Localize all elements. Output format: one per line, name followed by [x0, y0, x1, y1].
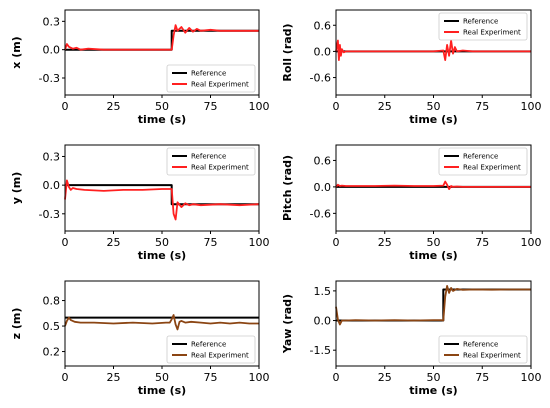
chart-5-legend-label-real-experiment: Real Experiment: [191, 352, 249, 360]
chart-5-x-axis-label: time (s): [138, 384, 186, 397]
chart-4-y-tick-label: -0.6: [310, 207, 331, 220]
chart-2-x-tick-label: 50: [427, 100, 441, 113]
chart-5-y-axis-label: z (m): [10, 308, 23, 340]
chart-6-x-tick-label: 75: [475, 371, 489, 384]
chart-4-x-tick-label: 0: [333, 236, 340, 249]
chart-6-x-tick-label: 50: [427, 371, 441, 384]
chart-1-x-tick-label: 100: [249, 100, 270, 113]
chart-6-y-tick-label: 0.0: [314, 315, 332, 328]
chart-4-x-tick-label: 25: [378, 236, 392, 249]
chart-6-y-axis-label: Yaw (rad): [281, 294, 294, 354]
chart-6-y-tick-label: -1.5: [310, 344, 331, 357]
chart-3-y-tick-label: 0.3: [43, 150, 61, 163]
chart-3-legend-box: [166, 147, 256, 176]
chart-1-y-tick-label: 0.3: [43, 15, 61, 28]
chart-3-x-tick-label: 0: [62, 236, 69, 249]
chart-5-x-tick-label: 100: [249, 371, 270, 384]
chart-3-y-tick-label: -0.3: [39, 208, 60, 221]
chart-4-y-tick-label: 0.0: [314, 181, 332, 194]
chart-3-x-tick-label: 100: [249, 236, 270, 249]
chart-5-y-tick-label: 0.8: [43, 295, 61, 308]
chart-2-y-tick-label: 0.6: [314, 19, 332, 32]
chart-2-y-axis-label: Roll (rad): [281, 23, 294, 81]
chart-6-series-real-experiment-line: [335, 284, 531, 326]
chart-6-x-tick-label: 100: [521, 371, 542, 384]
chart-3-y-tick-label: 0.0: [43, 179, 61, 192]
chart-6-legend-box: [438, 335, 528, 364]
chart-3-series-real-experiment-line: [64, 179, 260, 221]
chart-1-y-tick-label: 0.0: [43, 44, 61, 57]
chart-4-x-tick-label: 75: [475, 236, 489, 249]
chart-2-legend-label-reference: Reference: [463, 18, 498, 26]
chart-3-series-reference-line: [65, 184, 259, 206]
chart-6-x-tick-label: 0: [333, 371, 340, 384]
chart-1-series-reference-line: [65, 29, 259, 51]
chart-3-legend-label-reference: Reference: [191, 153, 226, 161]
chart-2-x-tick-label: 75: [475, 100, 489, 113]
chart-4-legend-label-reference: Reference: [463, 153, 498, 161]
chart-4-x-tick-label: 50: [427, 236, 441, 249]
chart-5-x-tick-label: 50: [155, 371, 169, 384]
chart-4-y-tick-label: 0.6: [314, 154, 332, 167]
chart-3-x-tick-label: 25: [107, 236, 121, 249]
chart-5-series-real-experiment-line: [64, 314, 259, 331]
chart-3-legend-label-real-experiment: Real Experiment: [191, 164, 249, 172]
chart-4-legend-box: [438, 147, 528, 176]
chart-6-legend-label-reference: Reference: [463, 341, 498, 349]
chart-1-x-tick-label: 50: [155, 100, 169, 113]
chart-1-series-real-experiment-line: [64, 24, 259, 51]
chart-6-x-tick-label: 25: [378, 371, 392, 384]
chart-1-x-tick-label: 75: [204, 100, 218, 113]
chart-5-legend-label-reference: Reference: [191, 341, 226, 349]
chart-6-series-reference-line: [336, 288, 531, 322]
chart-2-legend-label-real-experiment: Real Experiment: [463, 29, 521, 37]
chart-2-y-tick-label: -0.6: [310, 72, 331, 85]
chart-2-x-tick-label: 0: [333, 100, 340, 113]
chart-1-y-tick-label: -0.3: [39, 72, 60, 85]
chart-5-y-tick-label: 0.5: [43, 320, 61, 333]
chart-5-legend-box: [166, 335, 256, 364]
chart-3-x-axis-label: time (s): [138, 249, 186, 262]
chart-5-x-tick-label: 0: [62, 371, 69, 384]
chart-1-x-tick-label: 25: [107, 100, 121, 113]
chart-1-legend-box: [166, 64, 256, 93]
chart-6-legend-label-real-experiment: Real Experiment: [463, 352, 521, 360]
chart-2-legend-box: [438, 12, 528, 41]
chart-1-legend-label-reference: Reference: [191, 70, 226, 78]
chart-2-y-tick-label: 0.0: [314, 45, 332, 58]
chart-3-y-axis-label: y (m): [10, 172, 23, 205]
chart-6-y-tick-label: 1.5: [314, 285, 332, 298]
chart-2-series-real-experiment-line: [335, 39, 531, 61]
chart-2-x-axis-label: time (s): [409, 113, 457, 126]
chart-4-series-real-experiment-line: [335, 180, 531, 191]
chart-1-x-tick-label: 0: [62, 100, 69, 113]
chart-4-y-axis-label: Pitch (rad): [281, 155, 294, 221]
chart-6-x-axis-label: time (s): [409, 384, 457, 397]
chart-5-x-tick-label: 25: [107, 371, 121, 384]
chart-4-x-axis-label: time (s): [409, 249, 457, 262]
chart-2-x-tick-label: 25: [378, 100, 392, 113]
chart-5-x-tick-label: 75: [204, 371, 218, 384]
chart-1-y-axis-label: x (m): [10, 36, 23, 68]
chart-4-legend-label-real-experiment: Real Experiment: [463, 164, 521, 172]
chart-3-x-tick-label: 50: [155, 236, 169, 249]
chart-5-y-tick-label: 0.2: [43, 346, 61, 359]
chart-2-x-tick-label: 100: [521, 100, 542, 113]
chart-3-x-tick-label: 75: [204, 236, 218, 249]
chart-1-legend-label-real-experiment: Real Experiment: [191, 81, 249, 89]
chart-1-x-axis-label: time (s): [138, 113, 186, 126]
chart-4-x-tick-label: 100: [521, 236, 542, 249]
